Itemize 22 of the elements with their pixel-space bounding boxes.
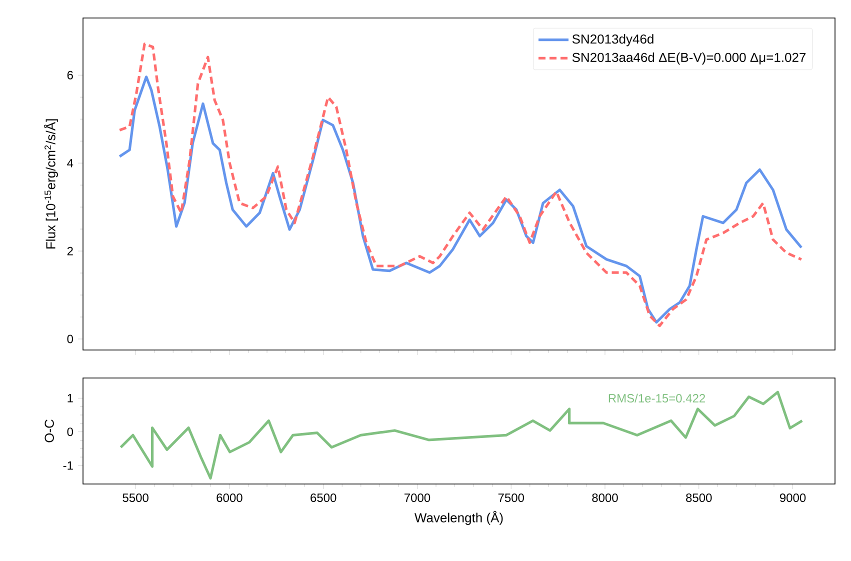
x-tick-label: 7000 [404, 494, 430, 502]
y-tick-label: 0 [67, 428, 74, 436]
y-tick-label: 4 [67, 158, 74, 168]
line-series [119, 390, 804, 480]
x-tick-label: 6500 [310, 494, 336, 502]
y-tick-label: 1 [68, 394, 73, 402]
y-tick-label: -1 [63, 461, 73, 470]
x-tick-label: 8000 [592, 494, 618, 502]
y-axis-title: Flux [10$^{-15}$erg/cm$^{2}$/s/Å] [44, 119, 58, 249]
x-tick-label: 5500 [122, 494, 148, 502]
y-axis-title: O-C [44, 420, 54, 442]
y-tick-label: 0 [67, 334, 74, 344]
x-axis-title: Wavelength (Å) [414, 510, 503, 525]
legend-label: SN2013aa46d ΔE(B-V)=0.000 Δμ=1.027 [572, 52, 806, 65]
x-tick-label: 7500 [498, 494, 524, 502]
legend-label: SN2013dy46d [572, 34, 654, 46]
x-tick-label: 6000 [216, 494, 242, 502]
y-tick-label: 2 [67, 246, 73, 256]
annotation: RMS/1e-15=0.422 [608, 394, 706, 403]
y-tick-label: 6 [67, 70, 73, 80]
x-tick-label: 8500 [686, 494, 712, 502]
x-tick-label: 9000 [780, 494, 806, 502]
